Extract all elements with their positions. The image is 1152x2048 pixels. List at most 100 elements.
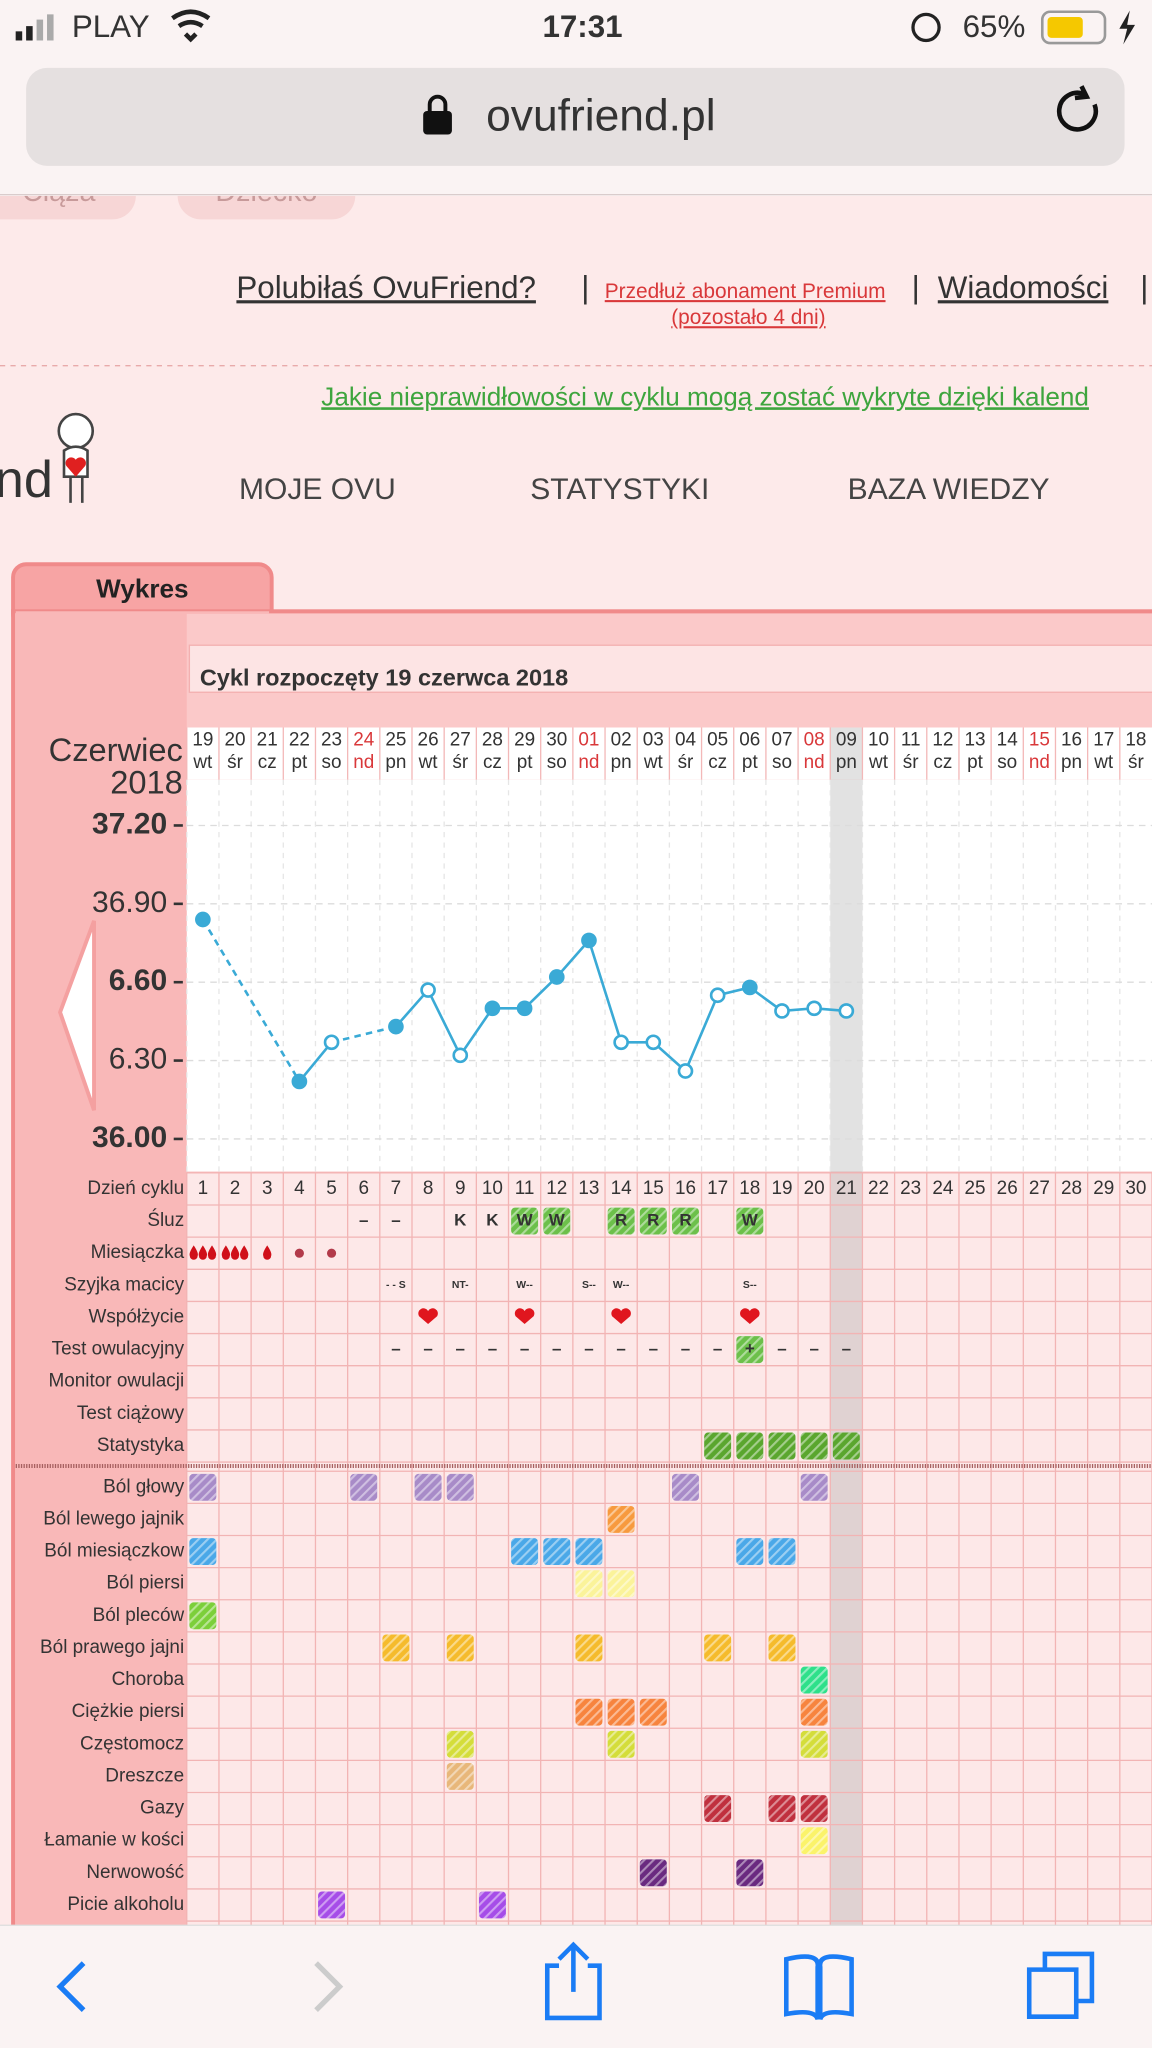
cycle-title-box <box>188 644 1152 693</box>
premium-note[interactable]: (pozostało 4 dni) <box>671 306 825 329</box>
wifi-icon <box>171 9 211 43</box>
weekday: pn <box>1061 752 1082 773</box>
weekday: wt <box>868 752 889 773</box>
temperature-point <box>709 987 726 1004</box>
address-bar[interactable] <box>26 67 1125 166</box>
clock: 17:31 <box>542 9 622 44</box>
date: 18 <box>1125 730 1146 751</box>
battery-icon <box>1040 10 1136 45</box>
temperature-point <box>388 1018 404 1035</box>
bookmarks-button[interactable] <box>783 1954 854 2021</box>
cycle-day: 13 <box>578 1178 599 1199</box>
prev-arrow[interactable] <box>58 920 96 1111</box>
toolbar <box>0 1925 1152 2048</box>
cell-text: – <box>391 1211 400 1230</box>
cell-highlight-texture <box>832 1432 860 1460</box>
cell-highlight-texture <box>768 1432 796 1460</box>
cell-text: R <box>647 1211 659 1230</box>
link[interactable]: Polubiłaś OvuFriend? <box>236 270 536 305</box>
date: 08 <box>804 730 825 751</box>
row-label: Statystyka <box>97 1435 185 1456</box>
date: 27 <box>450 730 471 751</box>
link[interactable]: Wiadomości <box>938 270 1109 305</box>
symptom-mark-texture <box>511 1538 539 1565</box>
lock-icon <box>423 94 452 135</box>
nav-item[interactable]: MOJE OVU <box>239 473 396 506</box>
nav-item[interactable]: BAZA WIEDZY <box>848 473 1050 506</box>
logo-text[interactable]: nd <box>0 451 53 509</box>
cycle-day: 21 <box>836 1178 857 1199</box>
weekday: nd <box>578 752 599 773</box>
back-button[interactable] <box>56 1961 86 2012</box>
row-label: Miesiączka <box>91 1242 185 1263</box>
cell-text: - - S <box>386 1280 406 1291</box>
nav-item[interactable]: STATYSTYKI <box>530 473 709 506</box>
row-label: Śluz <box>147 1209 184 1231</box>
weekday: so <box>547 752 567 773</box>
cell-highlight-texture <box>736 1336 764 1364</box>
cycle-day: 30 <box>1125 1178 1146 1199</box>
weekday: pn <box>611 752 632 773</box>
drop-icon <box>207 1245 217 1260</box>
symptom-mark-texture <box>736 1859 764 1887</box>
cell-text: – <box>616 1339 625 1358</box>
temperature-point <box>838 1003 855 1019</box>
cell-text: NT- <box>452 1280 469 1291</box>
drop-icon <box>240 1245 249 1260</box>
weekday: śr <box>452 752 468 773</box>
row-label: Współżycie <box>88 1306 184 1327</box>
temperature-point <box>613 1034 629 1051</box>
row-label: Ból głowy <box>103 1476 185 1497</box>
temperature-point <box>484 1000 501 1017</box>
date: 25 <box>385 730 406 751</box>
logo-figure[interactable] <box>57 412 95 503</box>
temperature-point <box>323 1034 340 1051</box>
symptom-mark-texture <box>543 1538 571 1565</box>
signal-icon <box>15 14 54 41</box>
symptom-mark-texture <box>575 1538 603 1565</box>
symptom-mark-texture <box>704 1795 732 1823</box>
carrier: PLAY <box>72 9 150 44</box>
cell-text: – <box>649 1339 658 1358</box>
symptom-mark-texture <box>575 1634 603 1662</box>
share-button[interactable] <box>544 1941 602 2021</box>
chart: 19wt20śr21cz22pt23so24nd25pn26wt27śr28cz… <box>15 727 1152 1927</box>
temperature-line <box>298 1041 333 1083</box>
premium-link[interactable]: Przedłuż abonament Premium <box>605 280 886 303</box>
promo-link[interactable]: Jakie nieprawidłowości w cyklu mogą zost… <box>321 381 1089 411</box>
tabs-button[interactable] <box>1026 1951 1095 2019</box>
weekday: nd <box>804 752 825 773</box>
reload-button[interactable] <box>1056 85 1099 132</box>
separator: | <box>912 270 920 305</box>
cell-highlight-texture <box>800 1432 828 1460</box>
temperature-point <box>677 1063 694 1079</box>
y-tick-label: 6.30 <box>109 1043 167 1076</box>
cycle-day: 10 <box>482 1178 503 1199</box>
temperature-point <box>291 1073 308 1090</box>
weekday: pt <box>742 752 759 773</box>
weekday: cz <box>483 752 502 773</box>
row-label: Nerwowość <box>86 1862 184 1883</box>
spot-icon <box>326 1248 337 1258</box>
forward-button[interactable] <box>314 1961 344 2012</box>
date: 07 <box>771 730 792 751</box>
tab-label[interactable]: Wykres <box>96 573 188 603</box>
plot-area <box>186 779 1152 1172</box>
cell-highlight-texture <box>511 1207 539 1235</box>
date: 20 <box>225 730 246 751</box>
weekday: nd <box>353 752 374 773</box>
symptom-mark-texture <box>639 1859 667 1887</box>
weekday: nd <box>1029 752 1050 773</box>
date: 12 <box>932 730 953 751</box>
cycle-day: 11 <box>515 1178 535 1199</box>
symptom-mark-texture <box>607 1505 635 1533</box>
rotation-lock-icon <box>911 12 941 43</box>
date: 24 <box>353 730 374 751</box>
heart-icon <box>739 1308 760 1325</box>
url[interactable]: ovufriend.pl <box>486 92 716 141</box>
cell-highlight-texture <box>736 1207 764 1235</box>
cycle-day: 16 <box>675 1178 696 1199</box>
date: 03 <box>643 730 664 751</box>
drop-icon <box>221 1245 231 1260</box>
today-column <box>830 727 863 1927</box>
